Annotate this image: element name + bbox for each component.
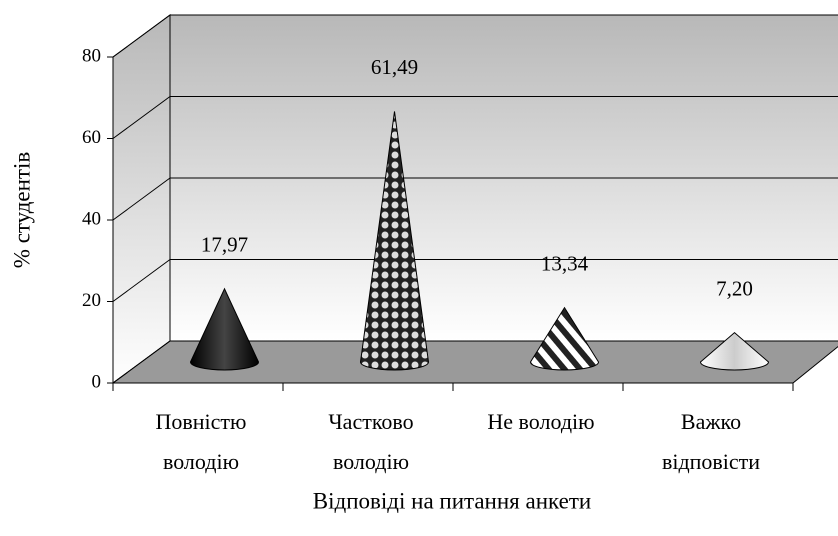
x-tick-label: Важко відповісти: [661, 409, 761, 474]
x-tick-label: Частково володію: [328, 409, 414, 474]
y-axis-title: % студентів: [9, 152, 34, 269]
cone: [529, 306, 600, 371]
side-grid-line: [112, 259, 171, 302]
value-label: 17,97: [201, 233, 248, 257]
y-tick-label: 0: [92, 371, 102, 392]
side-grid-line: [112, 14, 171, 58]
x-axis-title: Відповіді на питання анкети: [313, 488, 591, 513]
value-label: 61,49: [371, 55, 418, 79]
side-grid-line: [112, 340, 171, 384]
y-tick-label: 40: [82, 208, 101, 229]
value-label: 13,34: [541, 251, 589, 275]
cone: [359, 111, 430, 371]
side-grid-line: [112, 177, 171, 221]
x-tick-label: Не володію: [487, 409, 595, 434]
value-label: 7,20: [716, 276, 753, 300]
y-tick-label: 80: [82, 45, 101, 66]
y-tick-label: 60: [82, 127, 101, 148]
cone: [189, 287, 260, 371]
cone: [699, 331, 770, 371]
x-tick-label: Повністю володію: [155, 409, 247, 474]
side-grid-line: [112, 96, 171, 139]
y-tick-label: 20: [82, 290, 101, 311]
